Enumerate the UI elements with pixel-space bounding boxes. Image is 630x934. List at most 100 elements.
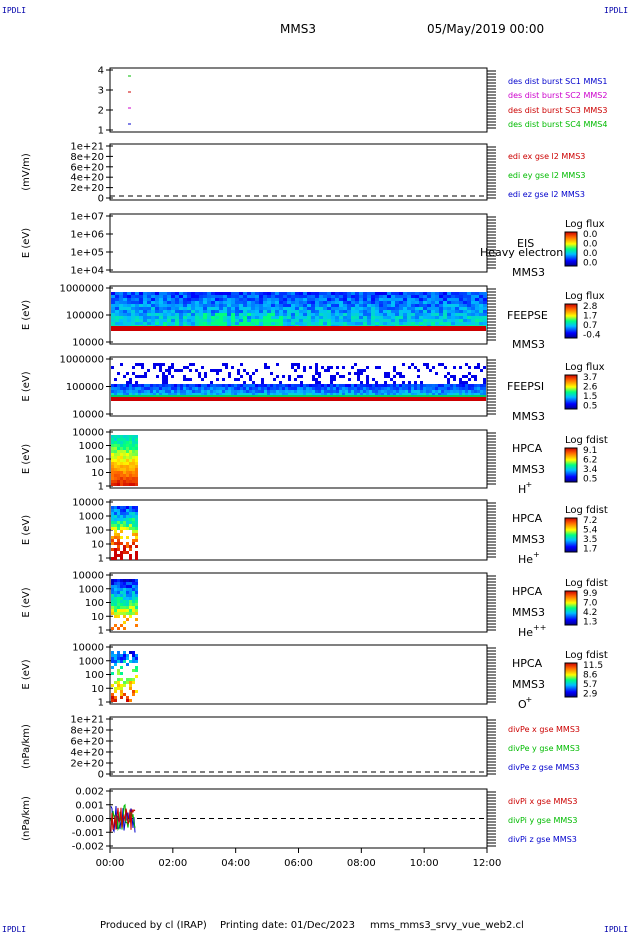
heatmap-cell — [351, 292, 355, 295]
legend-entry: divPe z gse MMS3 — [508, 763, 579, 772]
heatmap-cell — [483, 313, 487, 316]
heatmap-cell — [299, 319, 303, 322]
heatmap-cell — [251, 307, 255, 310]
heatmap-cell — [283, 316, 287, 319]
heatmap-cell — [378, 384, 381, 387]
heatmap-cell — [111, 588, 114, 591]
heatmap-cell — [123, 301, 127, 304]
heatmap-cell — [426, 384, 429, 387]
heatmap-cell — [129, 390, 132, 393]
heatmap-cell — [111, 539, 114, 542]
heatmap-cell — [131, 292, 135, 295]
heatmap-cell — [299, 292, 303, 295]
heatmap-cell — [219, 304, 223, 307]
y-tick-label: -0.002 — [72, 842, 104, 853]
heatmap-cell — [135, 393, 138, 396]
heatmap-cell — [315, 295, 319, 298]
heatmap-cell — [179, 313, 183, 316]
heatmap-cell — [117, 387, 120, 390]
heatmap-cell — [119, 319, 123, 322]
heatmap-cell — [259, 295, 263, 298]
heatmap-cell — [471, 390, 474, 393]
heatmap-cell — [114, 609, 117, 612]
heatmap-cell — [246, 387, 249, 390]
heatmap-cell — [126, 390, 129, 393]
heatmap-cell — [447, 378, 450, 381]
heatmap-cell — [459, 322, 463, 325]
heatmap-cell — [407, 295, 411, 298]
heatmap-cell — [263, 298, 267, 301]
heatmap-cell — [419, 322, 423, 325]
heatmap-cell — [126, 509, 129, 512]
y-tick-label: 0 — [98, 194, 104, 205]
heatmap-cell — [384, 381, 387, 384]
heatmap-cell — [135, 533, 138, 536]
heatmap-cell — [111, 594, 114, 597]
heatmap-cell — [117, 615, 120, 618]
heatmap-cell — [335, 307, 339, 310]
heatmap-cell — [111, 465, 114, 468]
heatmap-cell — [115, 298, 119, 301]
heatmap-cell — [465, 390, 468, 393]
heatmap-cell — [120, 480, 123, 483]
heatmap-cell — [295, 322, 299, 325]
y-tick-label: 10 — [91, 540, 104, 551]
heatmap-cell — [443, 310, 447, 313]
heatmap-cell — [114, 687, 117, 690]
heatmap-cell — [126, 441, 129, 444]
heatmap-cell — [335, 304, 339, 307]
heatmap-cell — [171, 322, 175, 325]
heatmap-cell — [467, 301, 471, 304]
heatmap-cell — [243, 369, 246, 372]
heatmap-cell — [135, 304, 139, 307]
heatmap-cell — [219, 384, 222, 387]
heatmap-cell — [132, 515, 135, 518]
heatmap-cell — [111, 536, 114, 539]
heatmap-cell — [132, 462, 135, 465]
heatmap-cell — [468, 387, 471, 390]
heatmap-cell — [163, 319, 167, 322]
heatmap-cell — [261, 381, 264, 384]
heatmap-cell — [355, 292, 359, 295]
heatmap-cell — [192, 390, 195, 393]
heatmap-cell — [239, 322, 243, 325]
heatmap-cell — [126, 594, 129, 597]
heatmap-cell — [234, 384, 237, 387]
heatmap-cell — [117, 372, 120, 375]
heatmap-cell — [251, 298, 255, 301]
heatmap-cell — [276, 375, 279, 378]
y-tick-label: 1000000 — [59, 355, 104, 366]
heatmap-cell — [411, 292, 415, 295]
heatmap-cell — [147, 307, 151, 310]
heatmap-cell — [132, 530, 135, 533]
heatmap-cell — [459, 393, 462, 396]
heatmap-cell — [467, 292, 471, 295]
heatmap-cell — [287, 295, 291, 298]
heatmap-cell — [132, 600, 135, 603]
heatmap-cell — [162, 381, 165, 384]
heatmap-cell — [261, 390, 264, 393]
heatmap-cell — [216, 372, 219, 375]
heatmap-cell — [345, 393, 348, 396]
heatmap-cell — [383, 292, 387, 295]
heatmap-cell — [179, 295, 183, 298]
heatmap-cell — [117, 506, 120, 509]
heatmap-cell — [222, 387, 225, 390]
heatmap-cell — [123, 450, 126, 453]
heatmap-cell — [462, 384, 465, 387]
heatmap-cell — [163, 307, 167, 310]
heatmap-cell — [439, 295, 443, 298]
heatmap-cell — [267, 316, 271, 319]
heatmap-cell — [131, 307, 135, 310]
heatmap-cell — [463, 322, 467, 325]
heatmap-cell — [132, 678, 135, 681]
y-axis-label: E (eV) — [21, 587, 32, 617]
heatmap-cell — [315, 363, 318, 366]
heatmap-cell — [455, 307, 459, 310]
heatmap-cell — [111, 684, 114, 687]
heatmap-cell — [114, 600, 117, 603]
heatmap-cell — [135, 690, 138, 693]
heatmap-cell — [371, 298, 375, 301]
